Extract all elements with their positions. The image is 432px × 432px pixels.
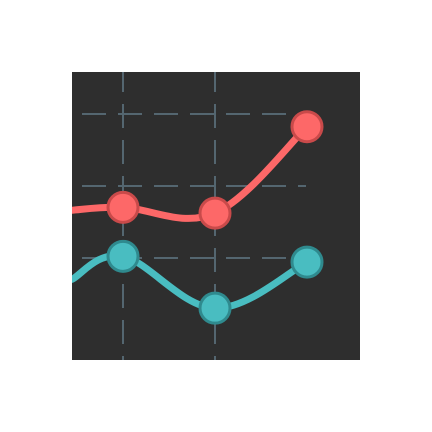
series-2-point [290, 245, 324, 279]
series-2-point [198, 291, 232, 325]
series-group [72, 110, 324, 325]
series-2-point [106, 239, 140, 273]
series-1-point [106, 190, 140, 224]
series-1-point [198, 196, 232, 230]
series-line-1 [72, 123, 311, 222]
series-line-2 [72, 252, 311, 312]
series-1-point [290, 110, 324, 144]
